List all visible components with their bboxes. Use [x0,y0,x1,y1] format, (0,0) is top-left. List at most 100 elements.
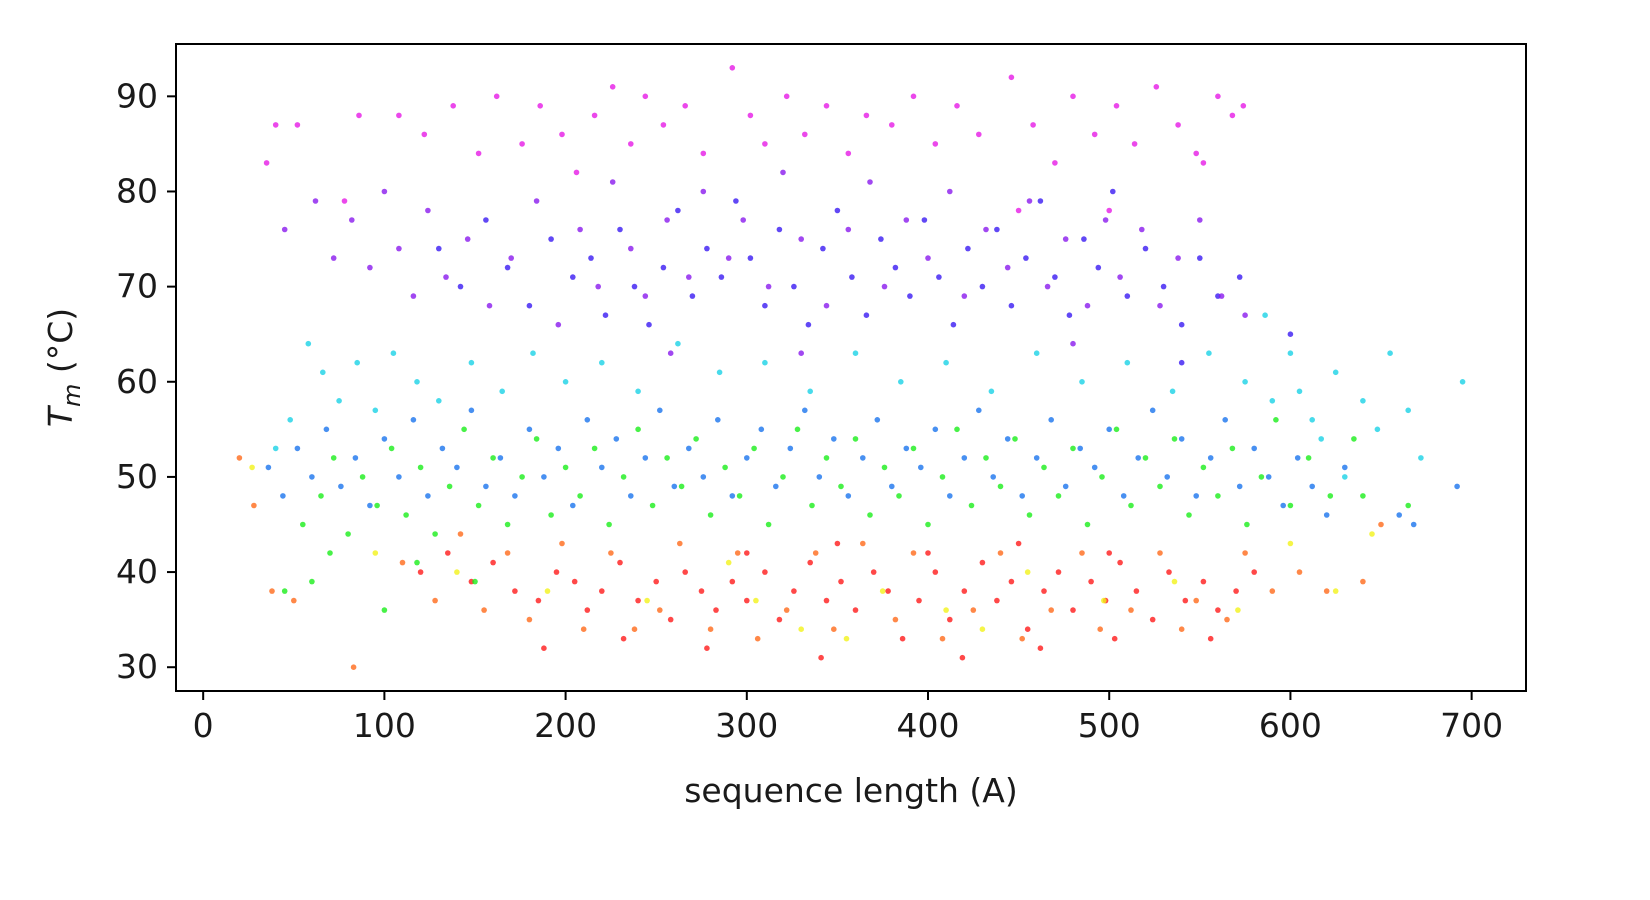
data-point [336,398,342,404]
data-point [700,150,707,157]
data-point [1206,350,1212,357]
data-point [1106,426,1112,433]
data-point [1024,569,1031,575]
data-point [504,264,511,271]
data-point [838,578,844,585]
data-point [1048,607,1054,613]
data-point [236,455,243,461]
data-point [783,93,790,100]
data-point [954,426,960,433]
data-point [834,207,841,214]
data-point [457,531,464,537]
data-point [660,122,667,128]
data-point [653,578,659,585]
data-point [1095,264,1102,271]
data-point [787,445,794,452]
data-point [1229,445,1236,452]
data-point [591,112,598,119]
data-point [707,512,714,518]
data-point [595,283,601,290]
data-point [918,464,924,471]
data-point [1287,502,1294,509]
data-point [374,502,380,509]
data-point [635,388,641,395]
data-point [867,512,873,518]
data-point [544,588,551,594]
data-point [1135,455,1141,461]
data-point [1258,474,1265,480]
data-point [1309,483,1315,490]
data-point [1186,512,1192,518]
data-point [1200,160,1207,166]
data-point [1026,512,1033,518]
data-point [1052,160,1058,166]
data-point [555,445,562,452]
data-point [1265,474,1272,480]
data-point [1229,112,1236,119]
data-point [345,531,351,537]
data-point [1178,626,1185,632]
data-point [947,493,953,499]
data-point [1117,274,1123,280]
y-tick-label: 30 [116,647,158,686]
data-point [318,493,324,499]
data-point [497,455,504,461]
data-point [758,426,765,433]
data-point [693,436,699,442]
data-point [1015,540,1022,547]
data-point [530,350,536,357]
data-point [1004,264,1011,271]
data-point [396,245,402,252]
data-point [1026,198,1033,204]
data-point [269,588,275,594]
data-point [1454,483,1460,490]
data-point [807,388,813,395]
data-point [1117,559,1123,566]
data-point [305,340,312,347]
data-point [1405,407,1411,414]
data-point [838,483,844,490]
x-tick-label: 300 [715,706,778,745]
data-point [617,226,623,233]
data-point [1410,521,1417,528]
data-point [852,607,859,613]
data-point [1459,379,1466,385]
data-point [381,436,388,442]
data-point [1012,436,1018,442]
data-point [802,131,808,138]
data-point [1175,122,1181,128]
data-point [1044,283,1051,290]
data-point [1287,350,1294,357]
data-point [734,550,741,556]
data-point [863,112,870,119]
data-point [843,635,850,642]
data-point [281,226,288,233]
data-point [849,274,855,280]
data-point [1124,293,1131,299]
data-point [910,550,917,556]
data-point [399,559,406,566]
data-point [1178,436,1185,442]
data-point [1004,436,1011,442]
data-point [1149,616,1156,623]
data-point [1070,340,1076,347]
data-point [309,578,315,585]
data-point [396,474,402,480]
data-point [1360,398,1366,404]
data-point [798,626,804,632]
data-point [1215,493,1221,499]
data-point [716,369,723,376]
data-point [1207,455,1214,461]
data-point [1224,616,1230,623]
data-point [921,217,928,223]
data-point [715,417,721,423]
data-point [729,493,736,499]
data-point [834,540,841,547]
data-point [272,445,279,452]
data-point [802,407,808,414]
data-point [1081,236,1087,242]
data-point [1023,255,1029,261]
data-point [860,540,866,547]
y-axis-label-subscript: m [58,384,86,407]
data-point [249,464,255,471]
